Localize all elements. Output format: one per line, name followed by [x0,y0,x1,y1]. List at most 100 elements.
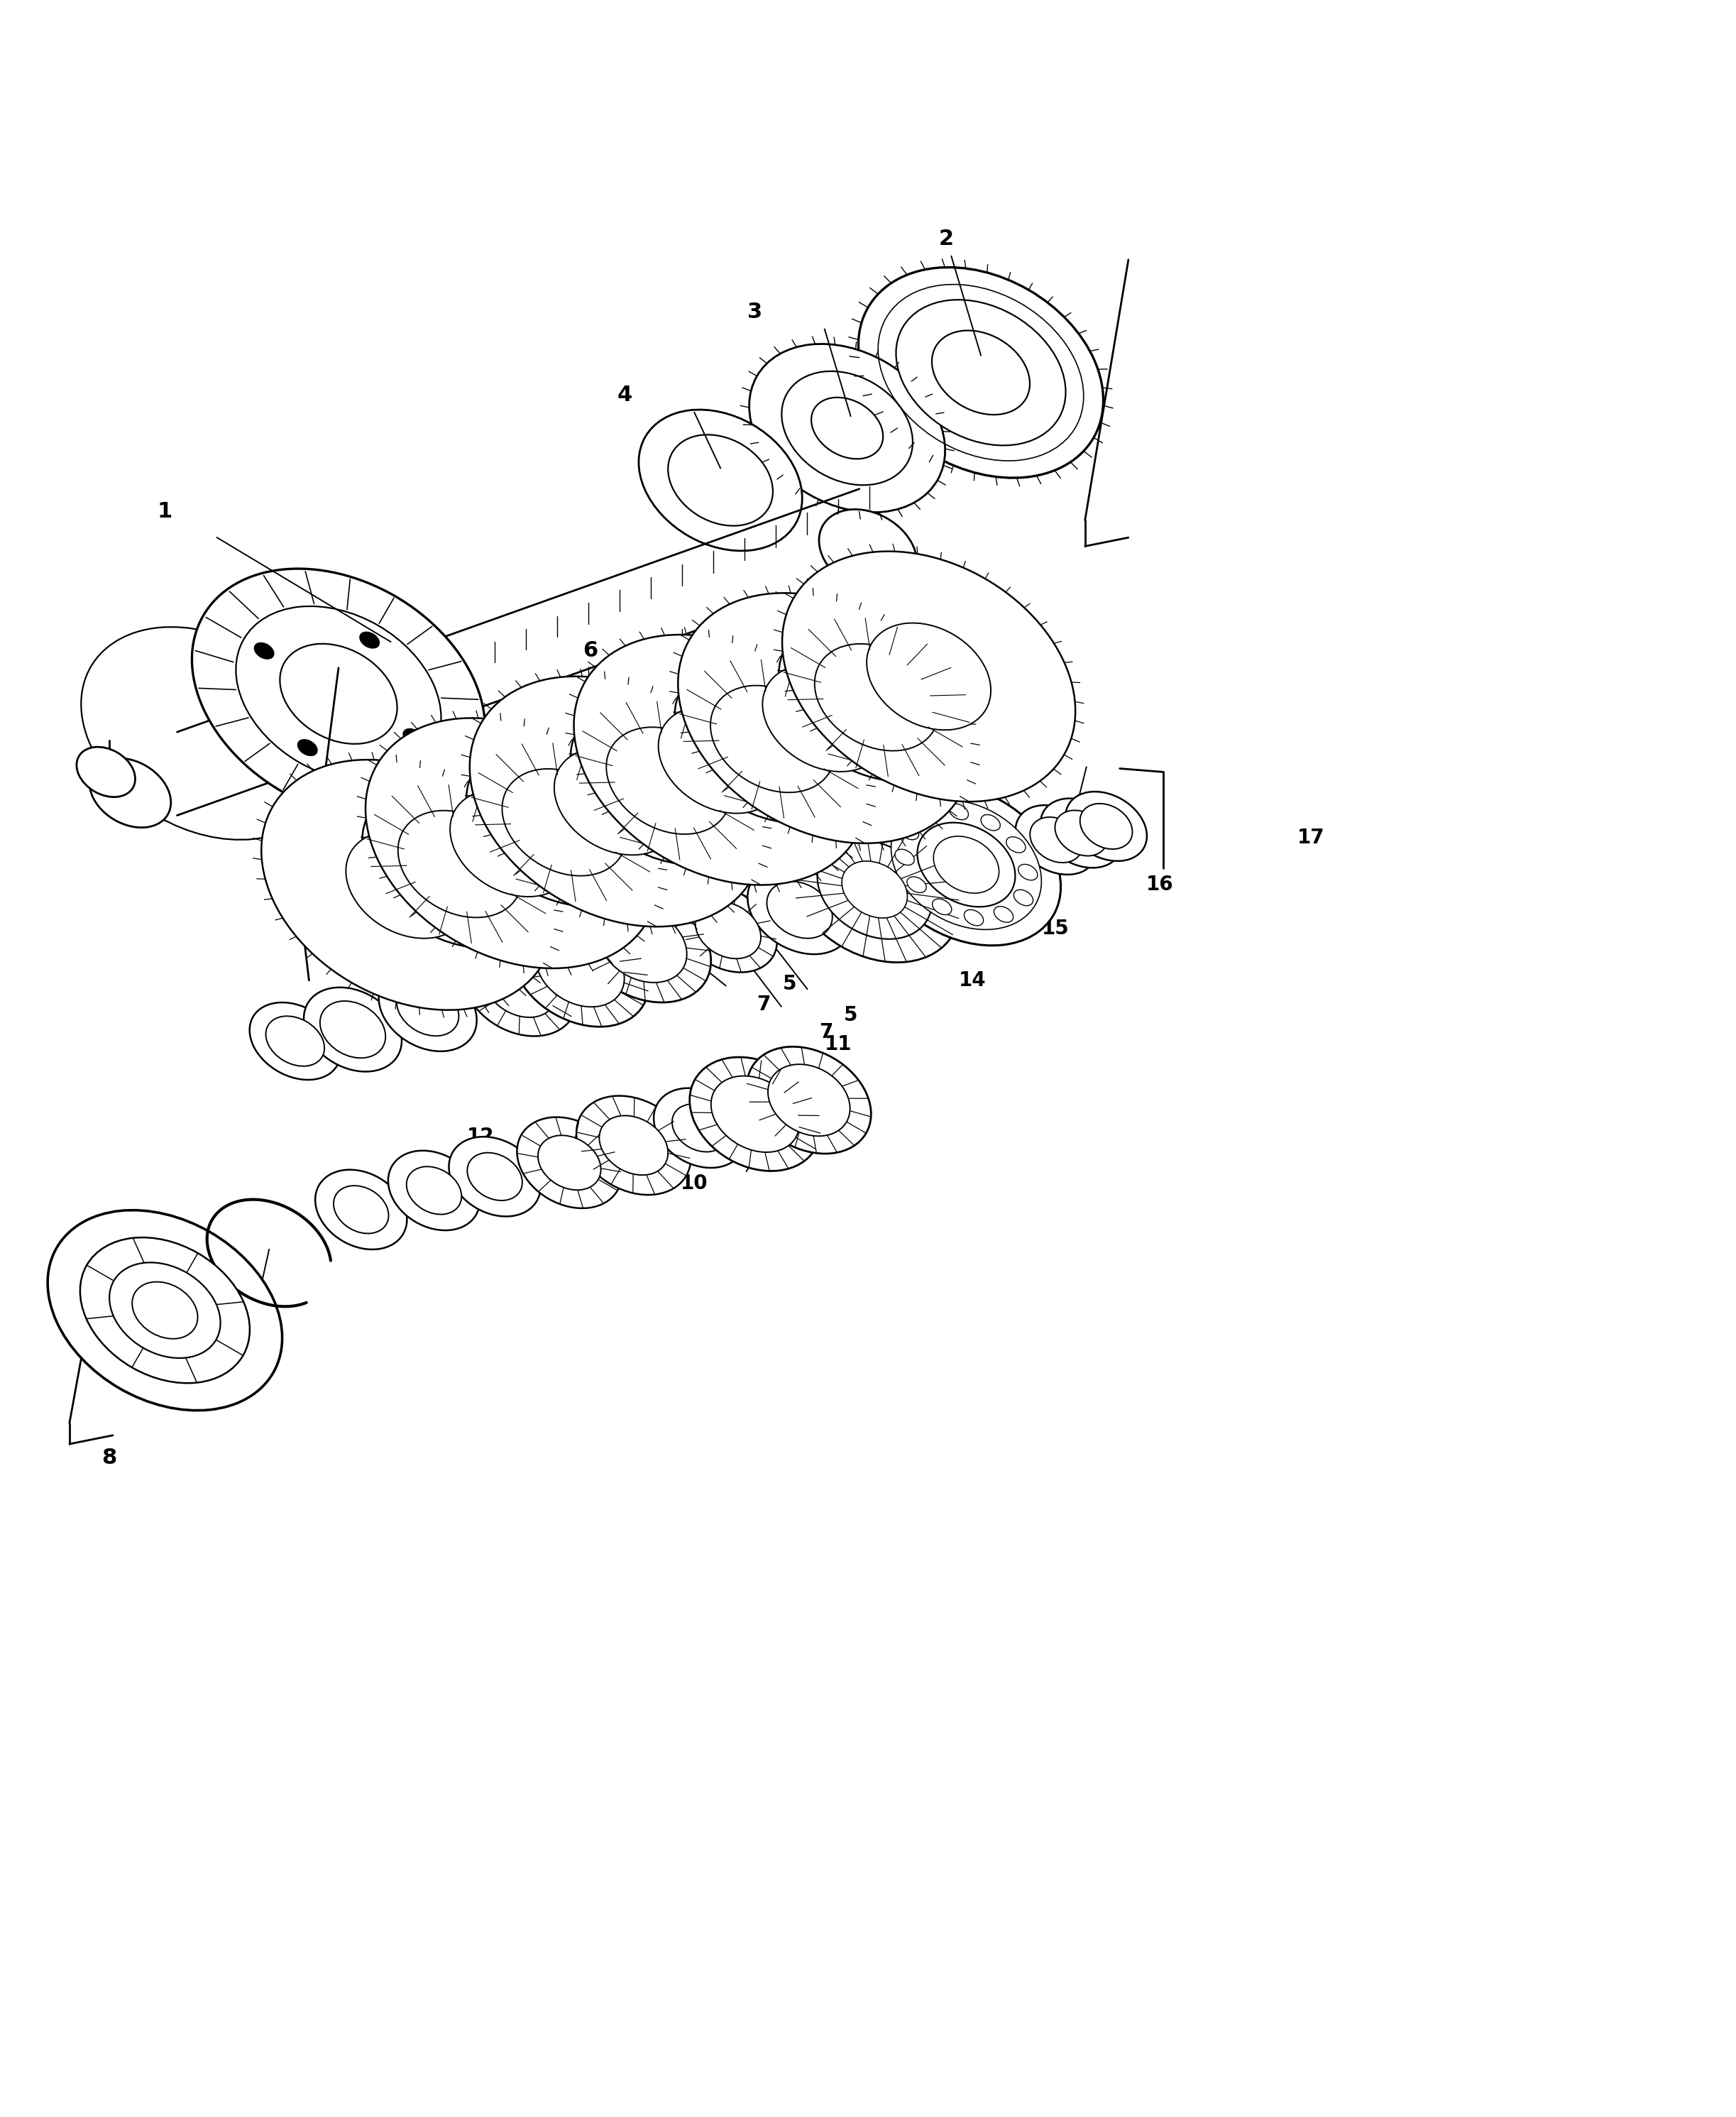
Ellipse shape [304,987,401,1071]
Ellipse shape [403,728,422,745]
Ellipse shape [814,644,939,752]
Text: 11: 11 [585,1109,613,1128]
Ellipse shape [538,1135,601,1190]
Ellipse shape [1055,811,1108,855]
Ellipse shape [906,876,927,893]
Ellipse shape [920,807,939,824]
Ellipse shape [779,614,974,781]
Ellipse shape [866,622,991,730]
Ellipse shape [696,902,760,959]
Ellipse shape [654,1088,745,1169]
Ellipse shape [193,569,484,819]
Text: 12: 12 [467,1126,495,1147]
Ellipse shape [406,1166,462,1215]
Text: 7: 7 [819,1023,833,1042]
Ellipse shape [359,633,378,648]
Ellipse shape [762,665,887,771]
Ellipse shape [470,675,762,927]
Text: 16: 16 [1146,874,1174,895]
Text: 2: 2 [939,229,953,250]
Ellipse shape [934,836,998,893]
Ellipse shape [80,1238,250,1382]
Text: 5: 5 [783,974,797,993]
Ellipse shape [871,783,1061,946]
Ellipse shape [818,840,932,940]
Ellipse shape [109,1262,220,1359]
Text: 11: 11 [825,1035,852,1054]
Ellipse shape [811,398,884,459]
Ellipse shape [333,1186,389,1234]
Text: 9: 9 [219,1382,233,1401]
Ellipse shape [389,1152,479,1230]
Ellipse shape [450,1137,540,1217]
Ellipse shape [1019,864,1038,881]
Ellipse shape [575,635,866,885]
Ellipse shape [668,434,773,525]
Ellipse shape [467,1152,523,1200]
Text: 15: 15 [1042,919,1069,938]
Ellipse shape [896,301,1066,445]
Ellipse shape [767,1065,851,1137]
Text: 17: 17 [1297,828,1325,849]
Ellipse shape [236,605,441,781]
Ellipse shape [1080,804,1132,849]
Text: 7: 7 [684,959,698,980]
Ellipse shape [679,593,970,843]
Ellipse shape [963,910,983,925]
Ellipse shape [536,931,625,1008]
Text: 13: 13 [424,1179,451,1198]
Ellipse shape [363,779,557,948]
Ellipse shape [484,957,556,1018]
Ellipse shape [462,938,576,1035]
Ellipse shape [378,967,477,1052]
Ellipse shape [76,747,135,796]
Ellipse shape [679,887,778,972]
Text: 8: 8 [102,1448,116,1469]
Ellipse shape [658,707,783,813]
Ellipse shape [255,644,274,658]
Ellipse shape [398,982,458,1035]
Ellipse shape [262,760,554,1010]
Text: 10: 10 [681,1173,708,1194]
Ellipse shape [950,804,969,819]
Ellipse shape [672,1105,727,1152]
Text: 3: 3 [748,301,762,322]
Ellipse shape [319,1001,385,1058]
Ellipse shape [467,739,661,906]
Ellipse shape [606,726,731,834]
Ellipse shape [981,815,1000,830]
Ellipse shape [90,758,170,828]
Ellipse shape [316,1171,406,1249]
Ellipse shape [783,550,1075,802]
Ellipse shape [250,1003,340,1080]
Ellipse shape [689,1056,821,1171]
Ellipse shape [502,768,627,876]
Ellipse shape [899,824,918,840]
Ellipse shape [1007,836,1026,853]
Ellipse shape [896,849,915,866]
Ellipse shape [746,1046,871,1154]
Ellipse shape [675,654,870,824]
Ellipse shape [132,1281,198,1338]
Text: 14: 14 [351,1230,378,1251]
Ellipse shape [917,824,1016,906]
Ellipse shape [842,862,908,919]
Ellipse shape [576,1097,691,1194]
Text: 4: 4 [618,385,632,406]
Ellipse shape [790,817,960,963]
Ellipse shape [712,1075,799,1152]
Ellipse shape [512,910,649,1027]
Ellipse shape [299,739,318,756]
Ellipse shape [571,696,766,866]
Ellipse shape [748,866,852,955]
Ellipse shape [932,900,951,915]
Ellipse shape [1014,889,1033,906]
Ellipse shape [995,906,1014,923]
Text: 7: 7 [757,995,771,1014]
Ellipse shape [398,811,523,917]
Ellipse shape [1040,798,1121,868]
Text: 5: 5 [717,936,731,955]
Ellipse shape [366,718,658,967]
Ellipse shape [767,881,832,938]
Ellipse shape [599,906,687,982]
